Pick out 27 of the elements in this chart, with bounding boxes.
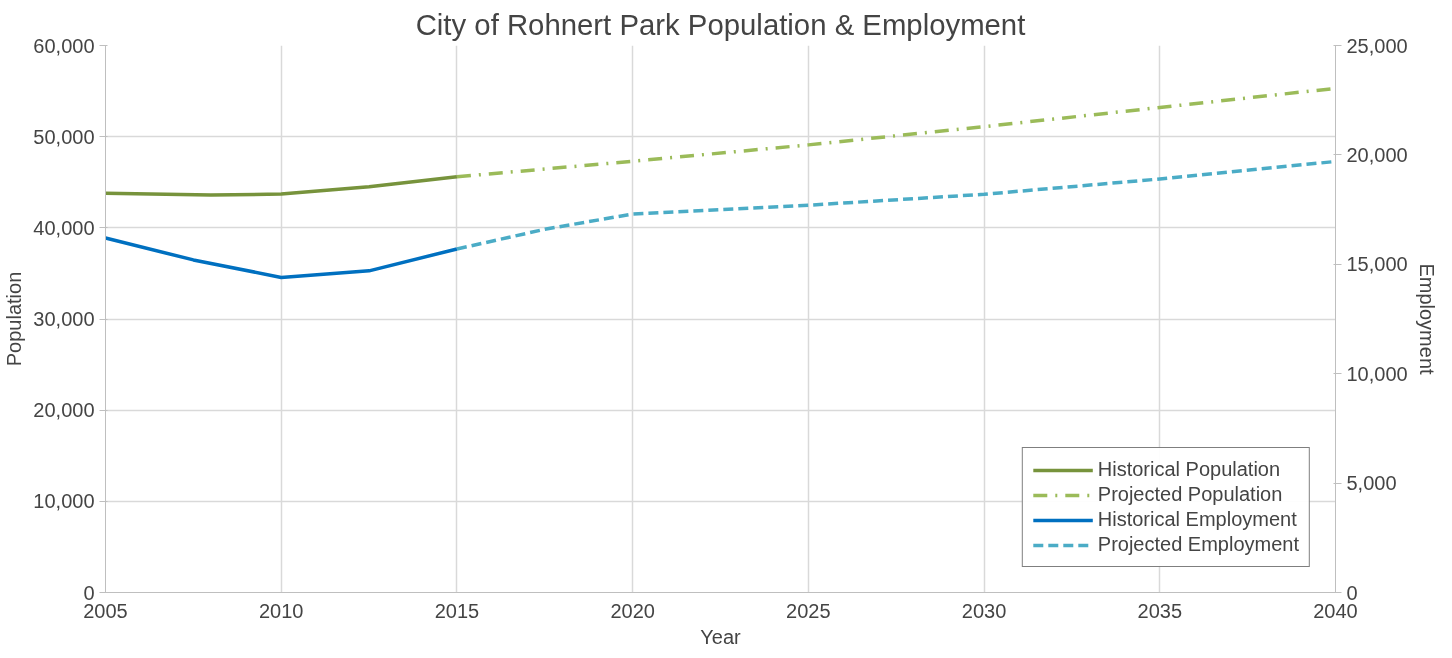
x-tick-label: 2025 [786, 599, 831, 622]
y2-tick-label: 5,000 [1346, 472, 1397, 495]
x-axis-title: Year [700, 625, 742, 648]
y-tick-label: 60,000 [33, 34, 95, 57]
legend-label: Projected Employment [1097, 533, 1299, 556]
y-tick-label: 40,000 [33, 216, 95, 239]
y-tick-label: 30,000 [33, 308, 95, 330]
y-axis-title: Population [3, 271, 26, 367]
line-series [105, 175, 459, 197]
y-tick-label: 20,000 [33, 399, 95, 422]
y2-tick-label: 10,000 [1346, 362, 1408, 385]
y-tick-label: 50,000 [33, 125, 95, 148]
y2-tick-label: 25,000 [1346, 34, 1408, 57]
legend-label: Historical Employment [1097, 508, 1297, 531]
chart-title: City of Rohnert Park Population & Employment [415, 7, 1026, 41]
x-tick-label: 2020 [610, 599, 655, 622]
legend-label: Historical Population [1097, 458, 1281, 481]
x-tick-label: 2030 [961, 599, 1007, 622]
line-series [105, 236, 459, 280]
y-tick-label: 10,000 [33, 490, 95, 513]
x-tick-label: 2015 [434, 599, 480, 622]
y2-tick-label: 20,000 [1346, 143, 1408, 166]
y2-axis-title: Employment [1415, 263, 1438, 376]
x-tick-label: 2035 [1137, 599, 1183, 622]
legend-label: Projected Population [1097, 483, 1283, 506]
y2-tick-label: 15,000 [1346, 253, 1408, 276]
x-tick-label: 2010 [258, 599, 304, 622]
